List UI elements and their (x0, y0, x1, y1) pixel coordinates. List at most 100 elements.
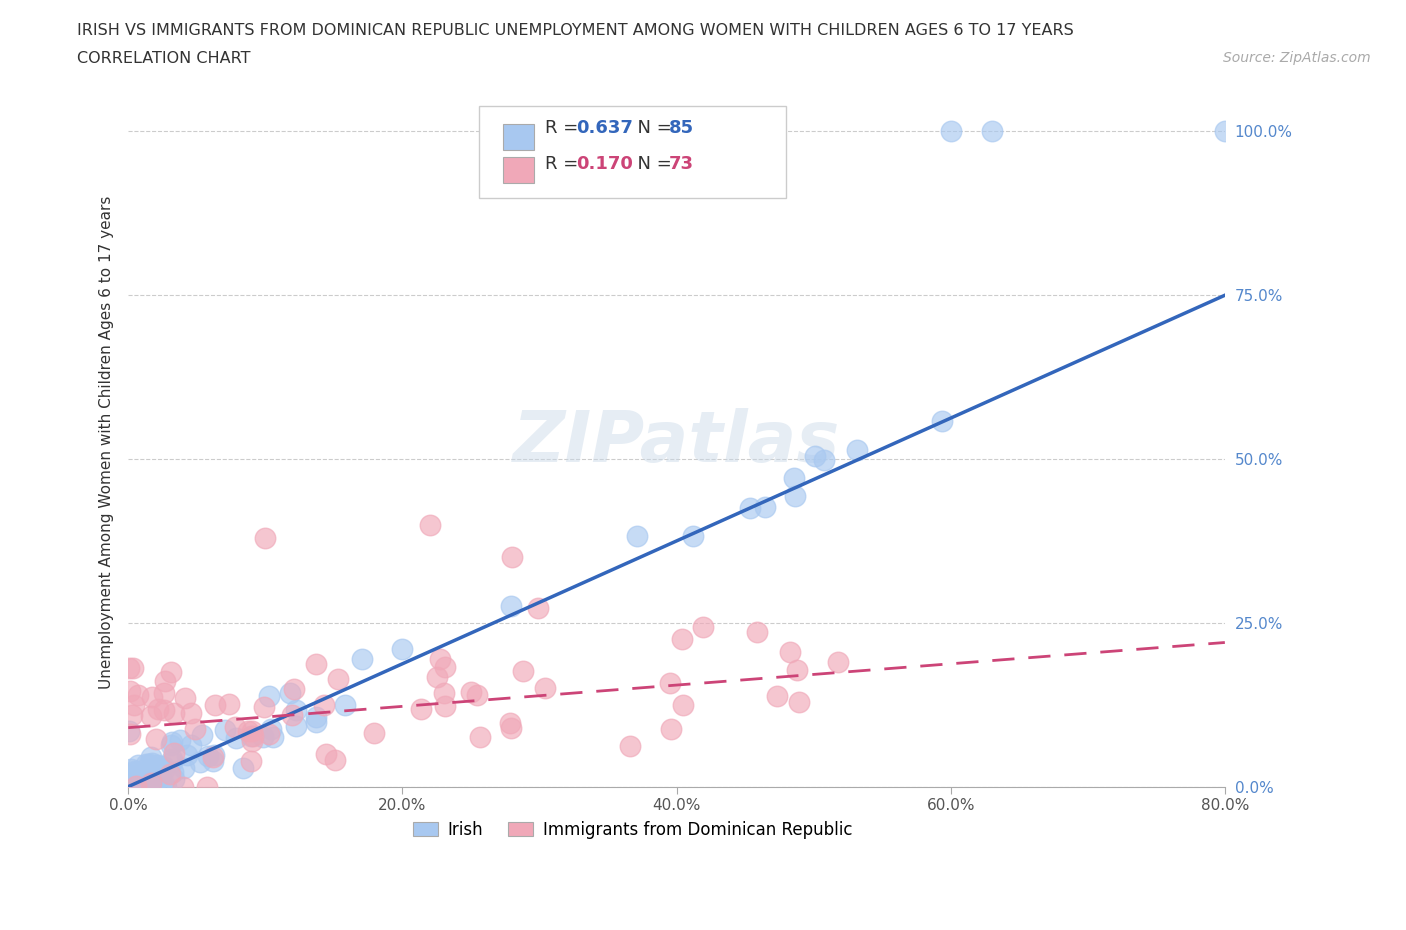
Point (120, 773, 142, 788)
Point (127, 779, 149, 794)
Point (682, 529, 704, 544)
Point (232, 761, 254, 776)
Point (470, 729, 492, 744)
Point (766, 688, 789, 703)
Point (426, 670, 449, 684)
Point (127, 687, 149, 702)
Point (419, 517, 441, 532)
Point (1213, 124, 1236, 139)
Point (783, 471, 806, 485)
Point (499, 599, 522, 614)
Point (135, 757, 157, 772)
Point (240, 753, 263, 768)
Point (139, 750, 162, 764)
Point (139, 777, 162, 791)
Point (118, 726, 141, 741)
Point (218, 697, 240, 711)
Point (305, 657, 328, 671)
Point (254, 530, 277, 545)
Point (134, 779, 156, 794)
Text: IRISH VS IMMIGRANTS FROM DOMINICAN REPUBLIC UNEMPLOYMENT AMONG WOMEN WITH CHILDR: IRISH VS IMMIGRANTS FROM DOMINICAN REPUB… (77, 23, 1074, 38)
Point (188, 754, 211, 769)
Point (150, 767, 173, 782)
Point (141, 690, 163, 705)
Point (128, 775, 150, 790)
Point (145, 732, 167, 747)
Point (173, 690, 195, 705)
Point (786, 663, 808, 678)
Point (191, 727, 214, 742)
Point (153, 685, 176, 700)
Point (745, 625, 768, 640)
Point (787, 695, 810, 710)
Point (163, 746, 186, 761)
Point (845, 443, 868, 458)
Point (323, 753, 346, 768)
Point (146, 758, 169, 773)
Point (501, 720, 523, 735)
Point (284, 702, 307, 717)
Point (125, 778, 148, 793)
Point (118, 660, 141, 675)
Point (499, 715, 522, 730)
Point (224, 720, 246, 735)
Point (242, 729, 264, 744)
Point (738, 500, 761, 515)
Point (314, 698, 336, 712)
Point (827, 655, 849, 670)
Point (121, 660, 143, 675)
Point (125, 777, 148, 791)
Point (136, 771, 159, 786)
Point (931, 414, 953, 429)
FancyBboxPatch shape (503, 124, 534, 151)
Point (465, 688, 488, 703)
Point (162, 764, 184, 779)
Point (160, 751, 183, 766)
Point (163, 772, 186, 787)
Point (125, 779, 148, 794)
Point (363, 725, 385, 740)
Text: 0.170: 0.170 (575, 155, 633, 173)
Point (326, 671, 349, 686)
Point (124, 769, 146, 784)
Point (141, 756, 163, 771)
Point (280, 708, 302, 723)
Point (122, 771, 145, 786)
Text: R =: R = (546, 155, 583, 173)
Point (460, 684, 482, 699)
Point (163, 706, 186, 721)
Point (283, 682, 305, 697)
Point (124, 764, 146, 778)
Point (132, 779, 155, 794)
Text: 0.637: 0.637 (575, 119, 633, 137)
Point (131, 779, 153, 794)
Text: ZIPatlas: ZIPatlas (513, 408, 841, 477)
Point (239, 728, 262, 743)
Point (120, 762, 142, 777)
Point (160, 755, 183, 770)
Point (433, 685, 456, 700)
Point (152, 759, 174, 774)
Point (127, 779, 149, 794)
Point (121, 779, 143, 794)
Point (939, 124, 962, 139)
Point (754, 499, 776, 514)
Y-axis label: Unemployment Among Women with Children Ages 6 to 17 years: Unemployment Among Women with Children A… (100, 196, 114, 689)
Point (659, 676, 682, 691)
Text: 85: 85 (669, 119, 695, 137)
Point (619, 738, 641, 753)
Point (134, 776, 156, 790)
Point (257, 726, 280, 741)
Point (155, 779, 177, 794)
Point (692, 619, 714, 634)
Point (118, 775, 141, 790)
Point (783, 488, 806, 503)
Point (391, 642, 413, 657)
Point (118, 684, 141, 698)
Point (197, 749, 219, 764)
Point (145, 772, 167, 787)
Point (121, 779, 143, 794)
Point (285, 719, 308, 734)
Point (135, 772, 157, 787)
Point (127, 764, 149, 779)
